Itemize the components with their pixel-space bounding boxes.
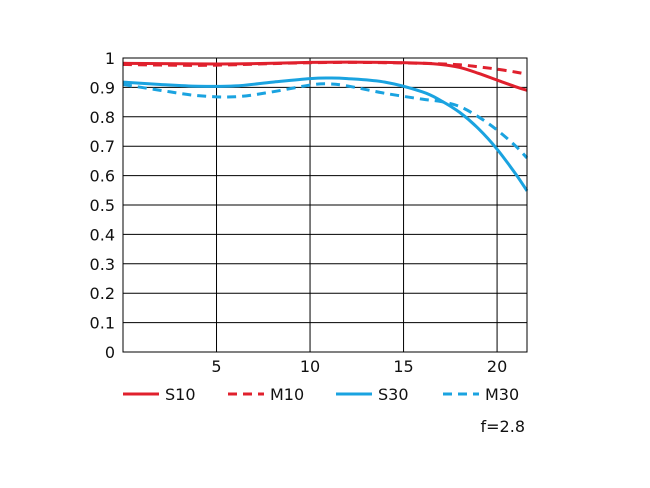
y-tick-label: 0.1 <box>90 314 115 333</box>
series-line-m30 <box>122 82 529 159</box>
y-tick-label: 0.6 <box>90 167 115 186</box>
x-tick-label: 15 <box>393 357 413 376</box>
series-line-s30 <box>122 76 529 192</box>
y-tick-label: 0.9 <box>90 78 115 97</box>
y-tick-label: 0.5 <box>90 196 115 215</box>
y-tick-label: 0.3 <box>90 255 115 274</box>
legend-label-s10: S10 <box>165 385 196 404</box>
x-tick-label: 5 <box>211 357 221 376</box>
y-tick-label: 0 <box>105 343 115 362</box>
grid <box>123 58 527 352</box>
legend-label-s30: S30 <box>378 385 409 404</box>
legend: S10 M10 S30 M30 <box>123 385 519 404</box>
y-tick-label: 1 <box>105 49 115 68</box>
x-tick-labels: 5 10 15 20 <box>211 357 507 376</box>
legend-label-m30: M30 <box>485 385 519 404</box>
y-tick-label: 0.2 <box>90 284 115 303</box>
series-lines <box>122 60 529 192</box>
y-tick-labels: 0 0.1 0.2 0.3 0.4 0.5 0.6 0.7 0.8 0.9 1 <box>90 49 115 362</box>
plot-frame <box>122 57 528 353</box>
y-tick-label: 0.7 <box>90 137 115 156</box>
legend-label-m10: M10 <box>270 385 304 404</box>
x-tick-label: 20 <box>487 357 507 376</box>
series-line-m10 <box>122 60 528 76</box>
x-tick-label: 10 <box>300 357 320 376</box>
y-tick-label: 0.4 <box>90 225 115 244</box>
y-tick-label: 0.8 <box>90 108 115 127</box>
aperture-note: f=2.8 <box>481 417 525 436</box>
